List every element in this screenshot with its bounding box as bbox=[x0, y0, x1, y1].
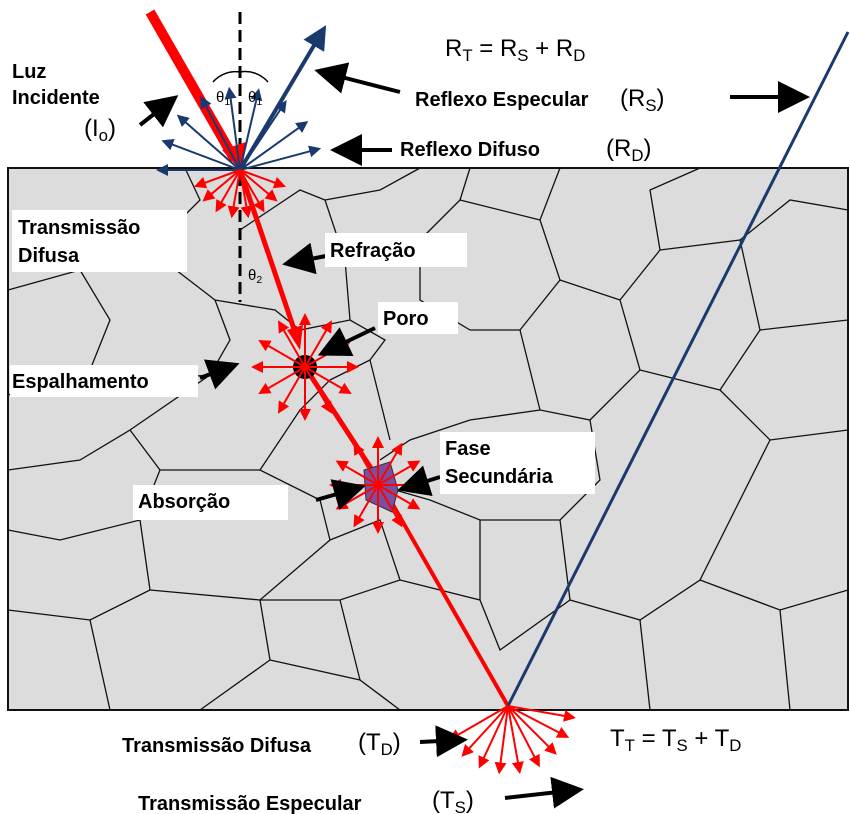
diffuse-reflection-arrow bbox=[239, 145, 322, 171]
symbol: (RD) bbox=[606, 135, 651, 165]
symbol: (Io) bbox=[84, 115, 116, 145]
diffuse-reflection-arrow bbox=[239, 100, 287, 171]
scattering-arrow bbox=[277, 320, 306, 368]
pointers bbox=[138, 62, 810, 809]
scattering-arrow bbox=[258, 339, 306, 368]
scattering-arrow bbox=[258, 366, 306, 395]
scattering-arrow bbox=[304, 366, 333, 414]
diffuse-transmission-arrow bbox=[239, 169, 287, 189]
scattering-arrow bbox=[304, 366, 352, 395]
scattering-arrow bbox=[353, 484, 379, 528]
diffuse-transmission-arrow bbox=[239, 169, 278, 202]
diffuse-transmission-arrow bbox=[507, 705, 570, 738]
angle-label: θ1 bbox=[248, 89, 262, 108]
label: Poro bbox=[383, 308, 429, 330]
symbol: (TS) bbox=[432, 787, 474, 814]
label-backgrounds bbox=[10, 210, 595, 520]
scattering-arrow bbox=[377, 442, 403, 486]
angle-label: θ1 bbox=[216, 89, 230, 108]
label: Secundária bbox=[445, 466, 554, 488]
diffuse-reflection-arrow bbox=[176, 114, 241, 171]
label: Espalhamento bbox=[12, 371, 149, 393]
scattering-arrow bbox=[377, 484, 421, 510]
scattering-arrow bbox=[377, 484, 403, 528]
grain-boundaries bbox=[7, 167, 849, 711]
label: Reflexo Especular bbox=[415, 89, 589, 111]
diffuse-reflection-arrow bbox=[200, 95, 241, 171]
label: Fase bbox=[445, 438, 491, 460]
label: Transmissão Difusa bbox=[122, 735, 312, 757]
label: Transmissão Especular bbox=[138, 793, 362, 814]
label: Absorção bbox=[138, 491, 230, 513]
label: Difusa bbox=[18, 245, 80, 267]
label: Reflexo Difuso bbox=[400, 139, 540, 161]
diffuse-transmission-arrow bbox=[193, 169, 241, 189]
diffuse-transmission-arrow bbox=[227, 169, 241, 219]
label: Luz bbox=[12, 61, 46, 83]
equation: RT = RS + RD bbox=[445, 35, 585, 65]
label: Refração bbox=[330, 240, 416, 262]
symbol: (RS) bbox=[620, 85, 665, 115]
specular-transmission-ray bbox=[506, 31, 850, 707]
label: Transmissão bbox=[18, 217, 140, 239]
angle-arc bbox=[212, 70, 269, 83]
diffuse-transmission-arrow bbox=[494, 705, 509, 775]
scattering-arrow bbox=[353, 442, 379, 486]
diffuse-transmission-arrow bbox=[507, 705, 557, 755]
diffuse-transmission-arrow bbox=[507, 705, 524, 774]
refracted-arrowhead bbox=[287, 325, 303, 350]
diffuse-transmission-arrow bbox=[239, 169, 253, 219]
angle-label: θ2 bbox=[248, 267, 262, 286]
diffuse-transmission-arrow bbox=[202, 169, 241, 202]
scattering-arrow bbox=[277, 366, 306, 414]
diffuse-transmission-arrow bbox=[215, 169, 241, 213]
diffuse-reflection-arrow bbox=[224, 86, 241, 171]
diffuse-transmission-arrow bbox=[507, 705, 540, 768]
symbol: (TD) bbox=[358, 729, 401, 759]
diffuse-reflection-arrow bbox=[239, 121, 309, 171]
refracted-ray bbox=[237, 169, 299, 336]
label: Incidente bbox=[12, 87, 100, 109]
transmitted-ray bbox=[302, 365, 383, 484]
diffuse-reflection-arrow bbox=[161, 139, 241, 171]
scattering-arrow bbox=[335, 460, 379, 486]
diffuse-transmission-arrow bbox=[461, 705, 509, 757]
diffuse-transmission-arrow bbox=[507, 705, 576, 722]
diffuse-transmission-arrow bbox=[239, 169, 265, 213]
equation: TT = TS + TD bbox=[610, 725, 741, 755]
diffuse-reflection-arrow bbox=[239, 88, 263, 171]
diffuse-transmission-arrow bbox=[478, 705, 509, 769]
